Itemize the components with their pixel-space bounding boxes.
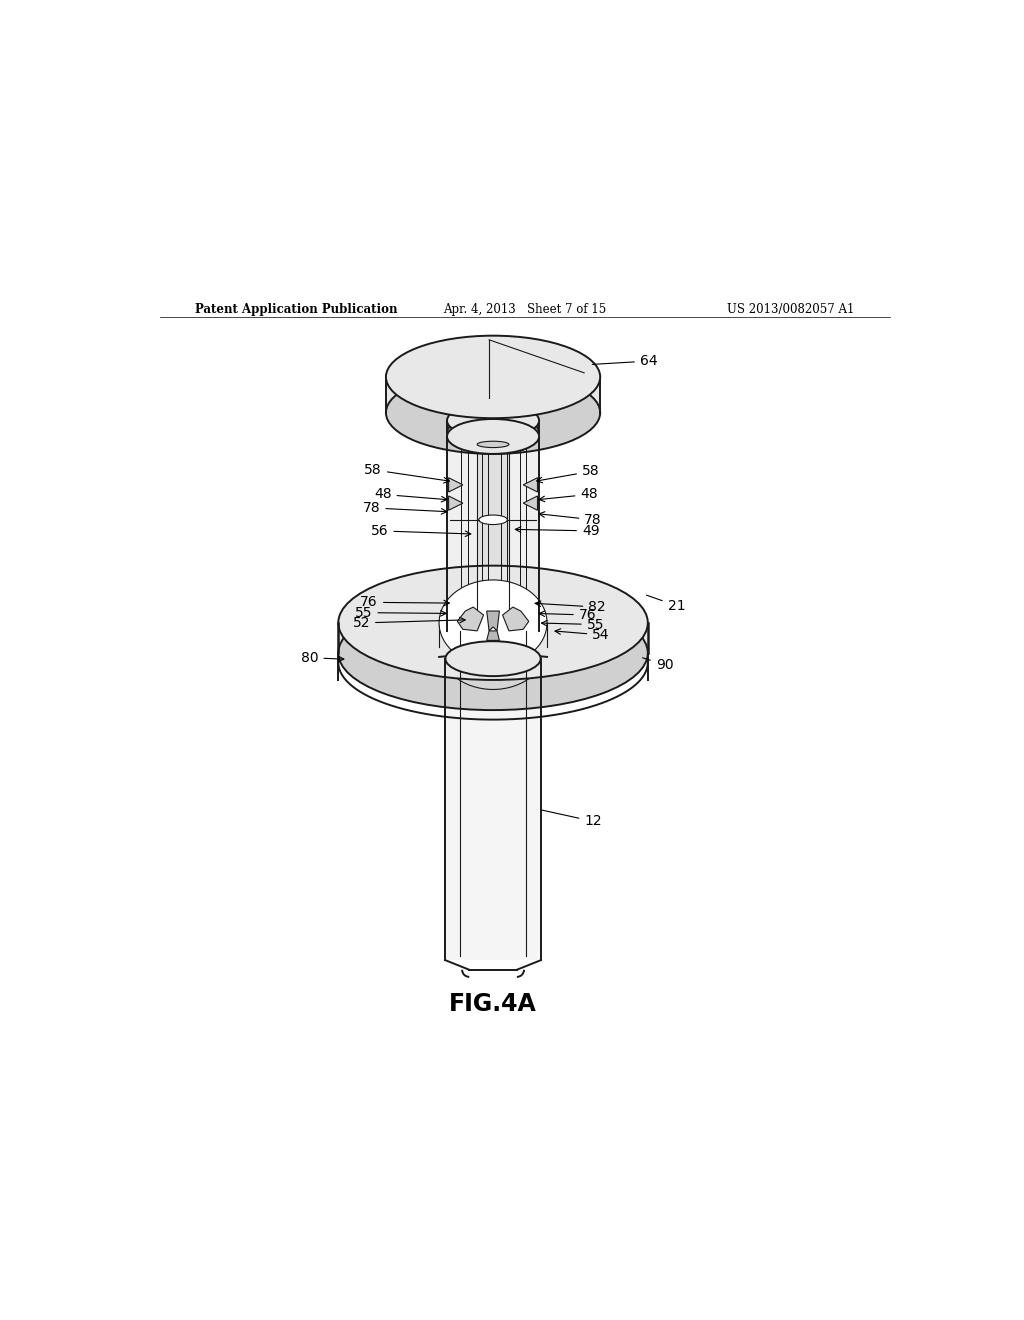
Ellipse shape [386,371,600,454]
Text: 76: 76 [360,595,450,610]
Text: US 2013/0082057 A1: US 2013/0082057 A1 [727,304,854,315]
Text: 58: 58 [365,463,450,483]
Text: 55: 55 [355,606,446,619]
Ellipse shape [338,595,648,710]
Polygon shape [523,478,538,492]
Ellipse shape [338,566,648,680]
Polygon shape [458,607,483,631]
Text: 49: 49 [515,524,600,537]
Text: 58: 58 [537,465,600,483]
Text: 82: 82 [536,601,606,614]
Text: 54: 54 [555,628,609,642]
Text: FIG.4A: FIG.4A [450,991,537,1016]
Ellipse shape [479,515,507,524]
Ellipse shape [477,441,509,447]
Ellipse shape [447,414,539,450]
Polygon shape [523,496,538,511]
Text: 21: 21 [646,595,685,612]
Polygon shape [447,421,539,433]
Text: Apr. 4, 2013   Sheet 7 of 15: Apr. 4, 2013 Sheet 7 of 15 [443,304,606,315]
Text: Patent Application Publication: Patent Application Publication [196,304,398,315]
Text: 78: 78 [362,500,447,515]
Text: 48: 48 [374,487,447,502]
Polygon shape [486,611,500,631]
Ellipse shape [386,335,600,418]
Polygon shape [477,445,509,619]
Text: 12: 12 [542,810,602,829]
Ellipse shape [445,642,541,676]
Text: 78: 78 [539,512,602,527]
Text: 64: 64 [592,354,657,368]
Ellipse shape [439,603,547,689]
Polygon shape [338,623,648,653]
Text: 90: 90 [642,657,674,672]
Polygon shape [447,437,539,631]
Text: 80: 80 [301,651,344,665]
Text: 52: 52 [352,616,465,630]
Polygon shape [386,378,600,413]
Ellipse shape [460,643,526,671]
Polygon shape [503,607,528,631]
Polygon shape [486,631,500,640]
Text: 55: 55 [542,618,604,631]
Ellipse shape [447,418,539,454]
Polygon shape [449,496,463,511]
Text: 56: 56 [371,524,471,537]
Polygon shape [449,478,463,492]
Ellipse shape [439,579,547,665]
Ellipse shape [447,403,539,438]
Polygon shape [445,659,541,960]
Text: 48: 48 [539,487,598,502]
Text: 76: 76 [539,609,596,622]
